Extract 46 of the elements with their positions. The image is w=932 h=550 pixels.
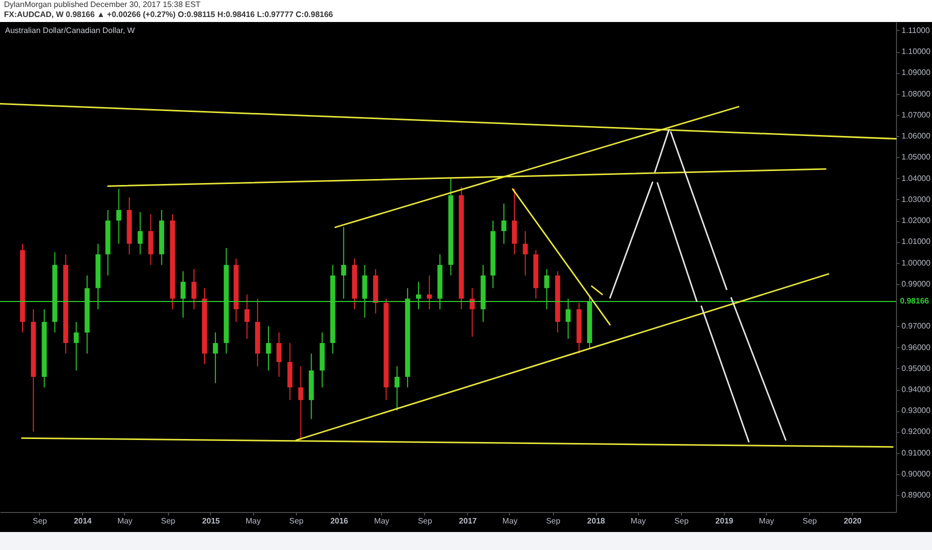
y-tick-label: 1.10000 (902, 47, 931, 56)
y-tick-label: 1.03000 (902, 194, 931, 204)
y-tick-label: 0.90000 (902, 469, 931, 478)
y-tick-label: 1.06000 (902, 132, 931, 141)
text: DylanMorgan published December 30, 2017 15:38 EST (4, 0, 202, 10)
y-tick-label: 0.94000 (902, 385, 931, 394)
x-tick-label: 2014 (74, 516, 92, 526)
chart-title: Australian Dollar/Canadian Dollar, W (5, 26, 136, 35)
x-tick-label: Sep (160, 516, 176, 526)
chart-subtitle: FX:AUDCAD, W 0.98166 ▲ +0.00266 (+0.27%) O:0.98115 H:0.98416 L:0.97777 C:0.98166 (4, 10, 334, 20)
x-tick-label: Sep (289, 516, 304, 526)
y-tick-label: 1.07000 (902, 110, 931, 120)
x-tick-label: 2016 (330, 516, 349, 526)
x-tick-label: 2015 (202, 516, 220, 526)
y-tick-label: 0.96000 (902, 342, 931, 352)
x-tick-label: Sep (418, 516, 433, 526)
ref-line-label: 0.98166 (900, 296, 930, 306)
x-tick-label: 2020 (844, 516, 862, 526)
x-tick-label: May (117, 516, 132, 526)
x-tick-label: May (758, 516, 774, 526)
x-tick-label: May (502, 516, 518, 526)
y-tick-label: 1.08000 (902, 89, 931, 98)
x-tick-label: Sep (674, 516, 690, 526)
y-tick-label: 0.95000 (902, 364, 931, 373)
y-tick-label: 0.97000 (902, 322, 931, 331)
y-tick-label: 1.00000 (902, 258, 931, 268)
y-tick-label: 1.04000 (902, 174, 931, 183)
y-tick-label: 1.02000 (902, 216, 931, 226)
y-tick-label: 0.91000 (902, 448, 931, 458)
x-tick-label: 2017 (458, 516, 478, 526)
x-tick-label: May (374, 516, 390, 526)
y-tick-label: 1.01000 (902, 237, 931, 246)
y-tick-label: 0.93000 (902, 406, 931, 416)
y-tick-label: 1.09000 (902, 68, 931, 78)
x-tick-label: May (246, 516, 261, 526)
x-tick-label: May (630, 516, 646, 526)
y-tick-label: 1.11000 (902, 26, 930, 35)
x-tick-label: Sep (546, 516, 561, 526)
y-tick-label: 0.89000 (902, 490, 931, 500)
x-tick-label: 2019 (715, 516, 734, 526)
x-tick-label: Sep (802, 516, 818, 526)
y-tick-label: 1.05000 (902, 152, 931, 162)
y-tick-label: 0.99000 (902, 279, 931, 288)
x-tick-label: Sep (32, 516, 48, 526)
y-tick-label: 0.92000 (902, 427, 931, 436)
x-tick-label: 2018 (587, 516, 606, 526)
